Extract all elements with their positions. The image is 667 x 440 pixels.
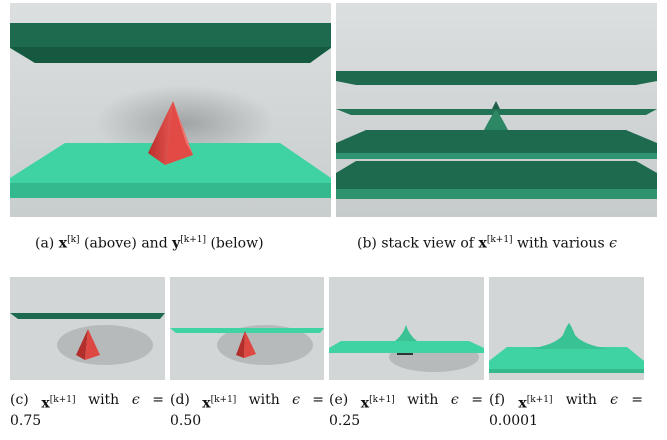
caption-b-tail: with various [517, 235, 605, 252]
caption-a-y: y [172, 235, 181, 252]
caption-d: (d) x[k+1] with ϵ = 0.50 [170, 392, 330, 430]
caption-d-with: with [248, 392, 280, 408]
caption-d-eps: ϵ [292, 392, 300, 408]
caption-b-pre: stack view of [381, 235, 474, 252]
caption-d-value: 0.50 [170, 412, 202, 429]
panel-d-render [170, 277, 324, 380]
caption-f-value: 0.0001 [489, 412, 538, 429]
stack-plane-4 [336, 161, 657, 193]
caption-d-x-sup: [k+1] [210, 395, 237, 405]
lower-plane [329, 341, 484, 353]
caption-e-value: 0.25 [329, 412, 361, 429]
caption-b-x: x [478, 235, 487, 252]
caption-f-eq: = [631, 392, 643, 408]
caption-a-tail: (below) [210, 235, 264, 252]
figure-panel-f [489, 277, 644, 380]
caption-e-with: with [407, 392, 439, 408]
figure-panel-d [170, 277, 324, 380]
panel-e-render [329, 277, 484, 380]
caption-e-eq: = [471, 392, 483, 408]
caption-a-tag: (a) [35, 235, 55, 252]
caption-c-eq: = [152, 392, 164, 408]
caption-a-x-sup: [k] [67, 235, 80, 245]
caption-c-value: 0.75 [10, 412, 42, 429]
caption-e-x: x [360, 395, 370, 412]
caption-a-y-sup: [k+1] [180, 235, 207, 245]
caption-a-mid: (above) and [84, 235, 168, 252]
caption-f-with: with [565, 392, 597, 408]
caption-c-tag: (c) [10, 392, 29, 408]
shadow-region [95, 85, 275, 161]
caption-c-x-sup: [k+1] [49, 395, 76, 405]
figure-panel-c [10, 277, 165, 380]
figure-panel-b [336, 3, 657, 217]
caption-f-tag: (f) [489, 392, 506, 408]
red-pyramid [148, 101, 173, 165]
lower-plane [489, 347, 644, 373]
figure-panel-a [10, 3, 331, 217]
caption-f-eps: ϵ [610, 392, 618, 408]
red-pyramid [236, 331, 245, 358]
caption-a-x: x [58, 235, 68, 252]
caption-b-x-sup: [k+1] [486, 235, 513, 245]
caption-f-x: x [518, 395, 527, 412]
caption-d-tag: (d) [170, 392, 190, 408]
caption-c-x: x [41, 395, 50, 412]
caption-c-eps: ϵ [131, 392, 140, 408]
stack-plane-1 [336, 71, 657, 85]
caption-b: (b) stack view of x[k+1] with various ϵ [357, 232, 617, 252]
caption-e-eps: ϵ [450, 392, 459, 408]
upper-plane [10, 313, 165, 319]
caption-a: (a) x[k] (above) and y[k+1] (below) [35, 232, 264, 252]
panel-c-render [10, 277, 165, 380]
caption-b-eps: ϵ [609, 235, 617, 252]
caption-b-tag: (b) [357, 235, 377, 252]
red-pyramid [76, 329, 88, 360]
caption-e: (e) x[k+1] with ϵ = 0.25 [329, 392, 489, 430]
caption-e-x-sup: [k+1] [369, 395, 395, 405]
panel-a-render [10, 3, 331, 217]
mid-plane [170, 328, 324, 333]
caption-f: (f) x[k+1] with ϵ = 0.0001 [489, 392, 649, 430]
caption-d-eq: = [312, 392, 324, 408]
caption-d-x: x [202, 395, 211, 412]
panel-b-render [336, 3, 657, 217]
caption-f-x-sup: [k+1] [526, 395, 553, 405]
caption-c-with: with [88, 392, 120, 408]
caption-e-tag: (e) [329, 392, 349, 408]
figure-panel-e [329, 277, 484, 380]
caption-c: (c) x[k+1] with ϵ = 0.75 [10, 392, 170, 430]
stack-plane-3 [336, 130, 657, 153]
panel-f-render [489, 277, 644, 380]
